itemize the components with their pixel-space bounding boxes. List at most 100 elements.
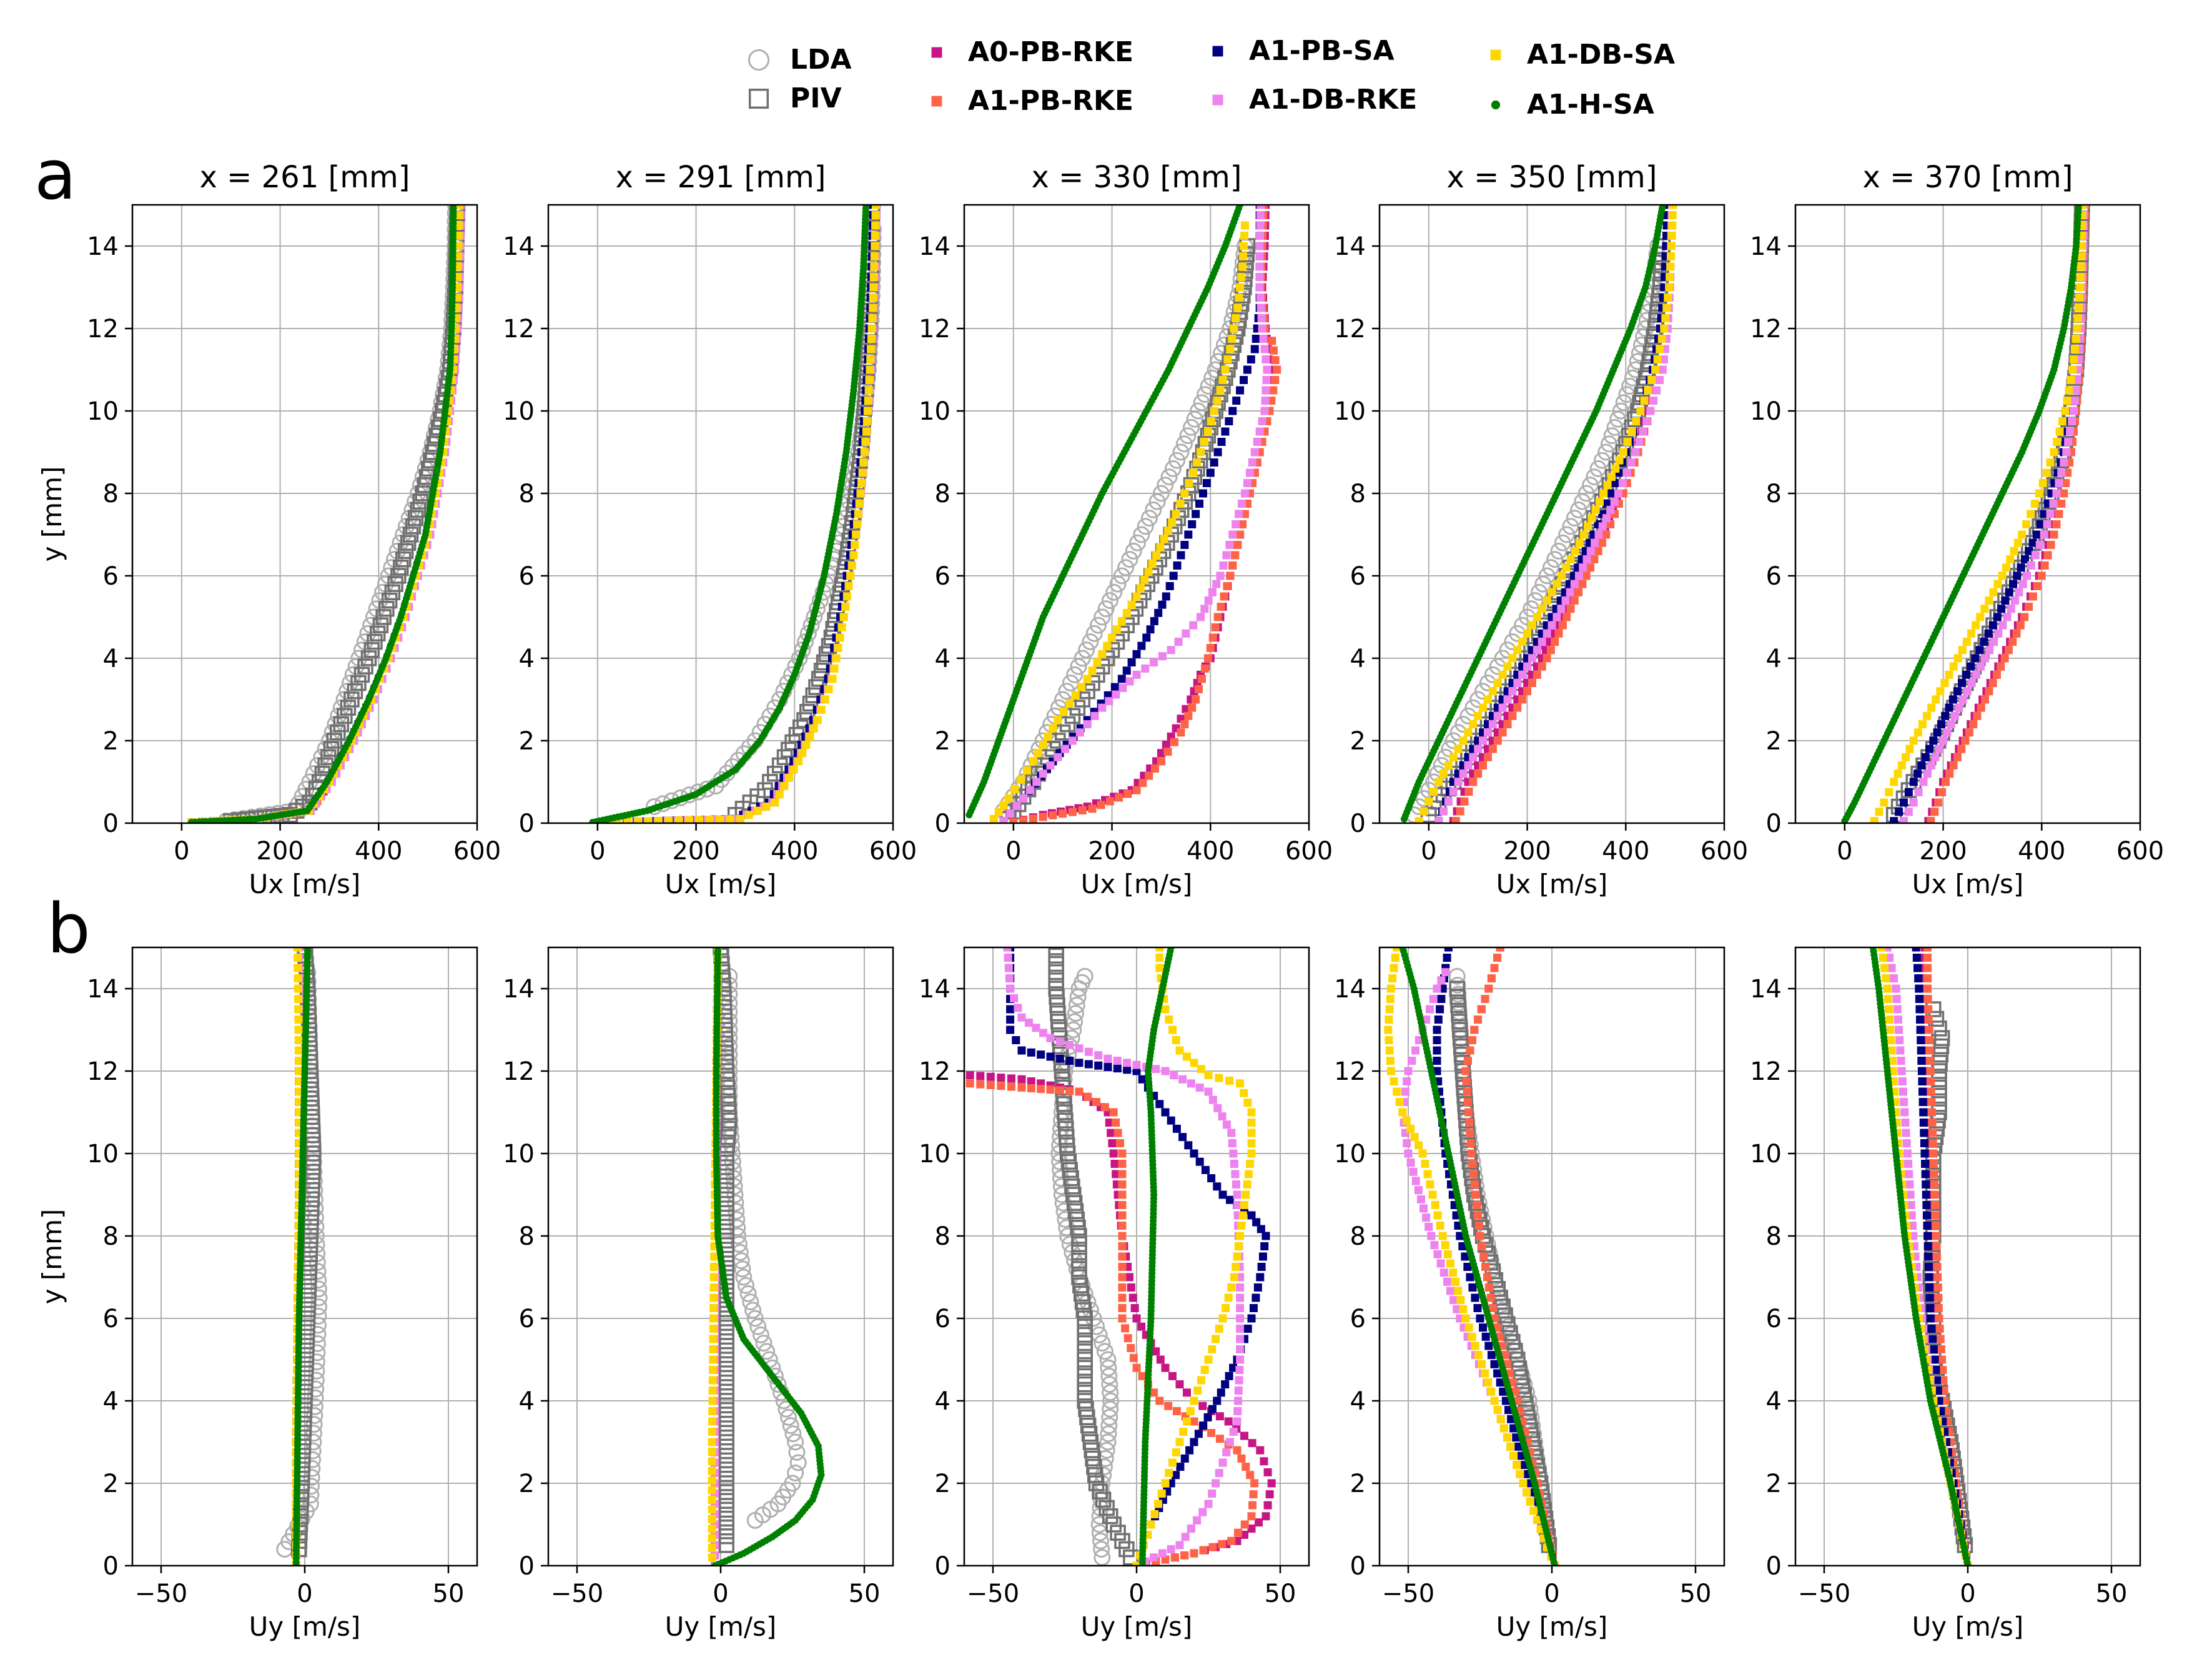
marker-lda [1148, 493, 1166, 510]
marker-a1-pb-sa [1941, 711, 1950, 720]
marker-piv [718, 1456, 734, 1473]
marker-a1-db-rke [1197, 613, 1205, 621]
marker-piv [1079, 683, 1095, 699]
marker-a1-db-sa [2076, 273, 2085, 281]
marker-a1-pb-sa [2025, 546, 2033, 555]
marker-a1-db-sa [708, 1457, 716, 1466]
marker-a1-pb-rke [1498, 728, 1507, 737]
marker-a1-db-sa [1533, 613, 1541, 621]
marker-a1-db-rke [1927, 761, 1936, 770]
marker-a1-pb-rke [1543, 654, 1551, 663]
marker-a1-pb-rke [1590, 555, 1599, 564]
marker-a1-db-rke [1464, 761, 1473, 770]
marker-a1-db-sa [1213, 397, 1222, 405]
legend-marker-a1-db-sa [1490, 49, 1501, 61]
marker-a1-pb-sa [1217, 438, 1226, 446]
marker-a1-db-sa [771, 798, 779, 807]
marker-a1-pb-rke [1981, 695, 1990, 704]
marker-a1-db-sa [1193, 458, 1202, 467]
marker-lda [1097, 600, 1115, 618]
marker-a1-db-sa [1233, 304, 1242, 312]
marker-a1-db-sa [726, 815, 734, 823]
marker-a1-pb-rke [1049, 811, 1057, 819]
marker-piv [757, 782, 773, 798]
marker-a1-db-rke [2018, 580, 2027, 588]
marker-a1-db-sa [708, 1553, 716, 1562]
marker-a1-db-sa [736, 814, 745, 823]
marker-a1-db-rke [1232, 520, 1240, 528]
marker-piv [718, 1328, 734, 1345]
marker-a1-db-sa [1004, 794, 1013, 803]
marker-a1-pb-rke [2025, 603, 2033, 611]
marker-a1-h-sa [1659, 205, 1666, 209]
panel-a-3-xlabel: Ux [m/s] [1081, 869, 1193, 899]
marker-a1-db-sa [1474, 711, 1483, 720]
marker-a1-pb-rke [2052, 520, 2061, 528]
marker-a1-db-sa [295, 1077, 304, 1085]
marker-a1-pb-rke [1528, 679, 1536, 688]
marker-a1-db-sa [1098, 650, 1107, 658]
marker-a1-pb-sa [1948, 695, 1957, 704]
marker-a1-db-sa [1498, 670, 1507, 679]
marker-piv [718, 1537, 734, 1553]
legend: LDAPIVA0-PB-RKEA1-PB-RKEA1-PB-SAA1-DB-RK… [748, 35, 1675, 121]
marker-a1-db-sa [844, 582, 853, 590]
marker-a1-pb-rke [2008, 638, 2017, 646]
marker-a1-db-sa [1972, 621, 1980, 630]
marker-a1-db-sa [2022, 520, 2031, 528]
marker-a1-db-sa [1611, 464, 1620, 473]
marker-a1-pb-sa [1962, 670, 1971, 679]
marker-a1-pb-sa [1132, 650, 1141, 658]
marker-lda [1546, 551, 1564, 568]
marker-a1-db-sa [1136, 584, 1145, 593]
y-tick-label: 2 [935, 727, 950, 756]
marker-piv [402, 526, 419, 543]
marker-lda [769, 1376, 787, 1393]
marker-piv [1084, 674, 1100, 691]
marker-a1-db-sa [1232, 314, 1240, 322]
marker-a1-db-sa [1071, 691, 1080, 699]
marker-a1-db-sa [1619, 448, 1627, 457]
marker-a1-pb-rke [1105, 797, 1114, 806]
marker-piv [305, 1145, 322, 1162]
marker-a1-pb-sa [1607, 489, 1616, 498]
marker-piv [333, 716, 350, 733]
marker-a1-pb-rke [1518, 695, 1527, 704]
marker-a1-pb-rke [1977, 703, 1985, 712]
marker-piv [397, 543, 414, 560]
panel-a-1-frame [131, 204, 478, 824]
marker-a1-pb-sa [1971, 654, 1980, 663]
marker-a1-db-sa [1902, 753, 1910, 761]
y-tick-label: 14 [919, 232, 950, 261]
marker-a1-db-sa [1666, 273, 1674, 281]
marker-a1-db-sa [709, 1263, 718, 1271]
marker-a1-db-sa [1122, 608, 1131, 617]
marker-a1-db-sa [294, 984, 302, 993]
marker-a1-db-sa [1595, 497, 1604, 506]
marker-a1-db-rke [1972, 670, 1980, 679]
marker-a1-pb-rke [1469, 778, 1478, 786]
marker-a1-db-rke [1594, 530, 1603, 539]
marker-a1-pb-sa [1975, 646, 1984, 655]
marker-a1-db-rke [1582, 555, 1591, 564]
marker-a1-db-sa [1548, 588, 1556, 596]
marker-piv [395, 551, 412, 568]
marker-a1-db-rke [1943, 728, 1952, 737]
marker-a1-db-sa [709, 1283, 718, 1292]
marker-a1-db-sa [824, 685, 833, 693]
marker-a1-db-rke [1454, 778, 1463, 786]
marker-a1-db-sa [2074, 304, 2083, 312]
y-tick-label: 14 [87, 975, 119, 1004]
marker-a1-db-rke [1444, 797, 1453, 806]
marker-a1-db-sa [708, 1466, 716, 1475]
marker-a1-db-sa [1203, 427, 1212, 436]
marker-piv [718, 1510, 734, 1527]
marker-a1-db-sa [2066, 376, 2075, 384]
marker-lda [782, 1417, 799, 1435]
marker-a1-pb-rke [1267, 397, 1276, 405]
marker-a1-pb-rke [1192, 695, 1200, 704]
marker-lda [344, 666, 362, 683]
marker-a1-db-rke [1256, 211, 1265, 219]
marker-a1-db-sa [869, 283, 878, 292]
